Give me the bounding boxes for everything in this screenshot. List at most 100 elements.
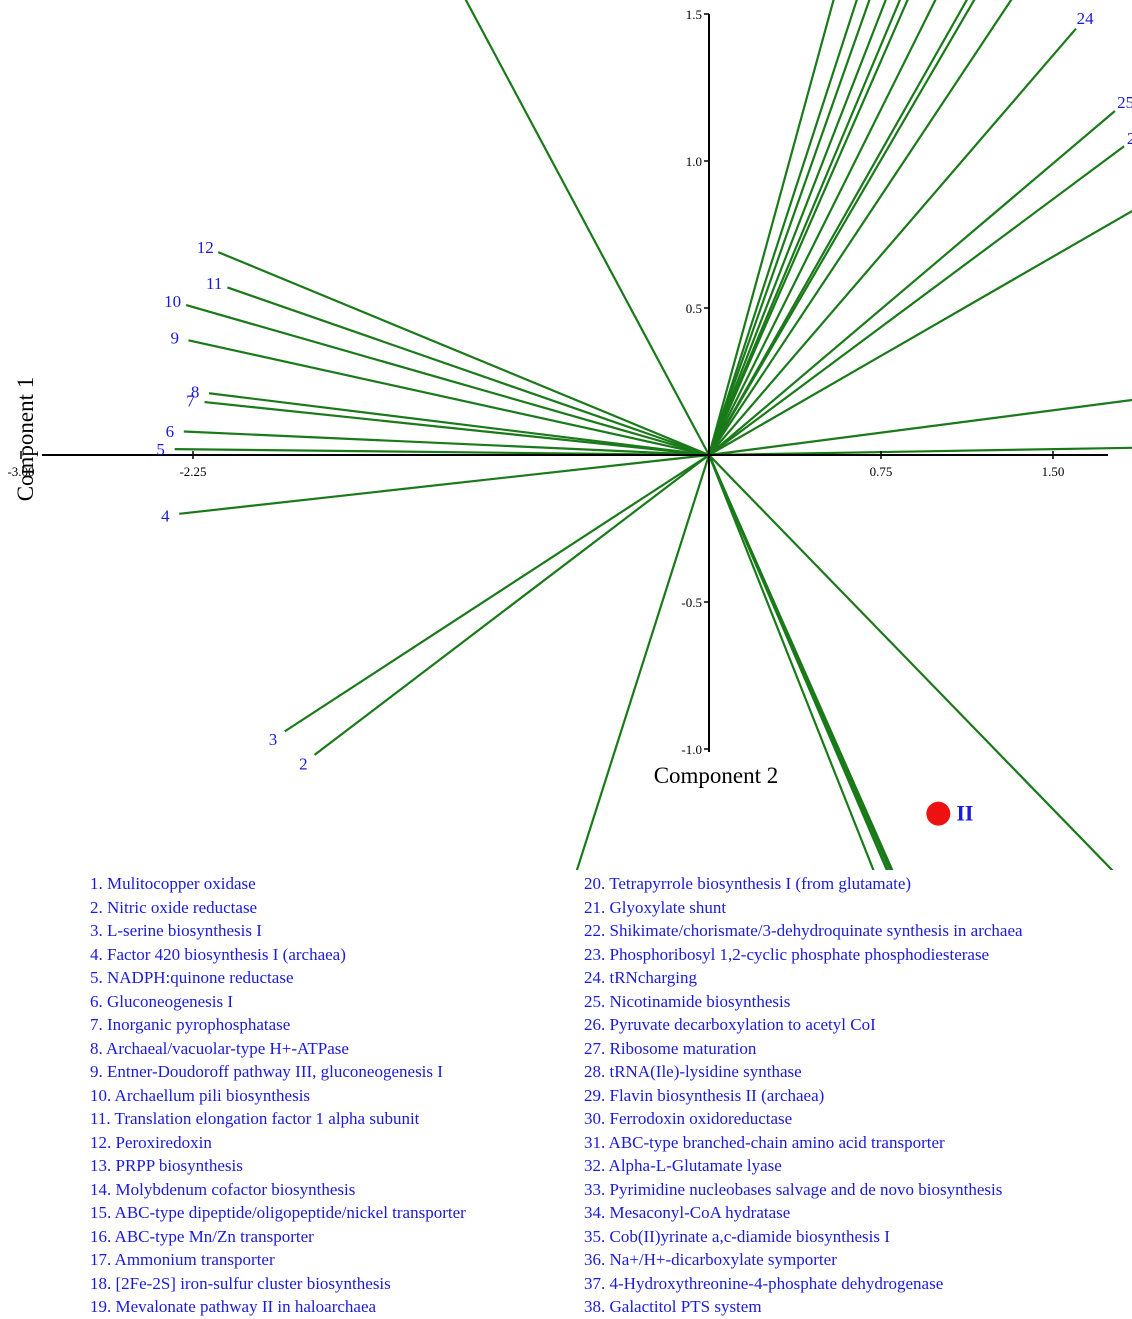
legend-item: 1. Mulitocopper oxidase — [90, 874, 256, 893]
x-tick-label: 1.50 — [1042, 464, 1065, 479]
y-tick-label: 1.5 — [686, 7, 702, 22]
legend-item: 30. Ferrodoxin oxidoreductase — [584, 1109, 793, 1128]
vector-line-17 — [707, 0, 887, 456]
vector-label-25: 25 — [1117, 93, 1132, 112]
vector-line-7 — [204, 400, 710, 457]
legend-item: 14. Molybdenum cofactor biosynthesis — [90, 1179, 356, 1199]
x-axis-title: Component 2 — [654, 763, 779, 788]
legend-column-left: 1. Mulitocopper oxidase 2. Nitric oxide r… — [90, 872, 466, 1319]
vector-labels: 1234567891011121314151617181920212223242… — [156, 9, 1132, 773]
y-tick-label: -0.5 — [681, 595, 702, 610]
vector-label-26: 26 — [1127, 129, 1132, 148]
legend-item: 34. Mesaconyl-CoA hydratase — [584, 1203, 791, 1222]
legend-item: 8. Archaeal/vacuolar-type H+-ATPase — [90, 1038, 349, 1058]
legend-item: 29. Flavin biosynthesis II (archaea) — [584, 1085, 825, 1105]
vector-line-24 — [708, 27, 1077, 456]
legend-item: 15. ABC-type dipeptide/oligopeptide/nick… — [90, 1203, 466, 1222]
legend-item: 3. L-serine biosynthesis I — [90, 921, 262, 940]
vector-line-4 — [179, 453, 710, 515]
vector-line-35 — [707, 454, 892, 870]
x-tick-label: -2.25 — [179, 464, 206, 479]
legend-item: 9. Entner-Doudoroff pathway III, glucone… — [90, 1062, 443, 1081]
vector-line-13 — [464, 0, 710, 456]
legend-item: 13. PRPP biosynthesis — [90, 1156, 243, 1175]
vector-line-25 — [708, 110, 1116, 456]
vector-line-8 — [208, 392, 710, 457]
legend-item: 11. Translation elongation factor 1 alph… — [90, 1109, 420, 1128]
legend-item: 20. Tetrapyrrole biosynthesis I (from gl… — [584, 874, 912, 893]
legend-item: 22. Shikimate/chorismate/3-dehydroquinat… — [584, 921, 1023, 940]
vector-label-4: 4 — [161, 506, 170, 525]
vector-label-5: 5 — [156, 440, 165, 459]
loading-vectors — [174, 0, 1132, 870]
vector-line-29 — [708, 446, 1132, 457]
vector-line-37 — [707, 454, 889, 870]
y-tick-label: 1.0 — [686, 154, 702, 169]
vector-line-22 — [708, 0, 976, 456]
vector-line-27 — [708, 209, 1132, 456]
axis-ticks: -3.75-3.00-2.250.751.502.252.52.01.51.00… — [7, 7, 1065, 757]
y-axis-title: Component 1 — [13, 377, 38, 502]
y-tick-label: -1.0 — [681, 742, 702, 757]
vector-line-34 — [707, 454, 894, 870]
vector-line-15 — [707, 0, 858, 456]
vector-line-19 — [707, 0, 909, 456]
vector-line-28 — [708, 398, 1132, 457]
vector-label-2: 2 — [299, 754, 308, 773]
legend-item: 6. Gluconeogenesis I — [90, 991, 234, 1011]
legend-item: 16. ABC-type Mn/Zn transporter — [90, 1226, 314, 1246]
vector-line-38 — [707, 454, 875, 870]
vector-line-1 — [575, 454, 711, 870]
legend-item: 17. Ammonium transporter — [90, 1250, 275, 1269]
vector-label-12: 12 — [197, 238, 214, 257]
vector-line-9 — [188, 339, 710, 457]
vector-label-9: 9 — [170, 328, 179, 347]
vector-line-30 — [708, 454, 1114, 870]
vector-line-18 — [707, 0, 902, 456]
biplot-chart: -3.75-3.00-2.250.751.502.252.52.01.51.00… — [7, 0, 1132, 870]
vector-line-21 — [708, 0, 969, 456]
legend-item: 5. NADPH:quinone reductase — [90, 968, 294, 987]
legend-item: 28. tRNA(Ile)-lysidine synthase — [584, 1062, 802, 1081]
legend-item: 38. Galactitol PTS system — [584, 1297, 762, 1316]
legend-item: 32. Alpha-L-Glutamate lyase — [584, 1156, 782, 1175]
vector-label-3: 3 — [269, 730, 278, 749]
legend-item: 2. Nitric oxide reductase — [90, 897, 258, 917]
vector-line-2 — [313, 454, 710, 756]
legend-item: 18. [2Fe-2S] iron-sulfur cluster biosynt… — [90, 1273, 391, 1293]
vector-line-20 — [708, 0, 937, 456]
legend-item: 37. 4-Hydroxythreonine-4-phosphate dehyd… — [584, 1273, 944, 1293]
legend-item: 7. Inorganic pyrophosphatase — [90, 1015, 291, 1034]
vector-line-11 — [227, 286, 710, 457]
vector-line-23 — [708, 0, 1013, 456]
vector-label-11: 11 — [206, 274, 222, 293]
vector-label-10: 10 — [164, 292, 181, 311]
vector-line-26 — [708, 145, 1125, 456]
legend-column-right: 20. Tetrapyrrole biosynthesis I (from gl… — [584, 872, 1023, 1319]
legend-item: 26. Pyruvate decarboxylation to acetyl C… — [584, 1015, 876, 1034]
vector-line-16 — [707, 0, 871, 456]
legend-item: 21. Glyoxylate shunt — [584, 897, 727, 917]
vector-line-10 — [185, 304, 710, 457]
legend-item: 4. Factor 420 biosynthesis I (archaea) — [90, 944, 346, 964]
legend-item: 33. Pyrimidine nucleobases salvage and d… — [584, 1179, 1003, 1199]
legend-item: 23. Phosphoribosyl 1,2-cyclic phosphate … — [584, 944, 990, 964]
group-markers: IIIIIIIV — [926, 801, 973, 826]
vector-line-6 — [183, 430, 710, 457]
legend-item: 27. Ribosome maturation — [584, 1038, 757, 1058]
legend-item: 31. ABC-type branched-chain amino acid t… — [584, 1132, 945, 1152]
vector-label-24: 24 — [1077, 9, 1095, 28]
legend-item: 24. tRNcharging — [584, 968, 698, 987]
legend-item: 36. Na+/H+-dicarboxylate symporter — [584, 1250, 837, 1269]
x-tick-label: 0.75 — [870, 464, 893, 479]
legend-item: 25. Nicotinamide biosynthesis — [584, 991, 791, 1011]
vector-line-12 — [217, 251, 710, 457]
legend-item: 19. Mevalonate pathway II in haloarchaea — [90, 1297, 377, 1316]
group-marker-II — [926, 801, 951, 826]
legend-item: 12. Peroxiredoxin — [90, 1132, 212, 1152]
vector-label-8: 8 — [191, 383, 200, 402]
vector-line-3 — [284, 454, 710, 733]
legend-item: 35. Cob(II)yrinate a,c-diamide biosynthe… — [584, 1226, 890, 1246]
y-tick-label: 0.5 — [686, 301, 702, 316]
vector-line-14 — [707, 0, 835, 456]
